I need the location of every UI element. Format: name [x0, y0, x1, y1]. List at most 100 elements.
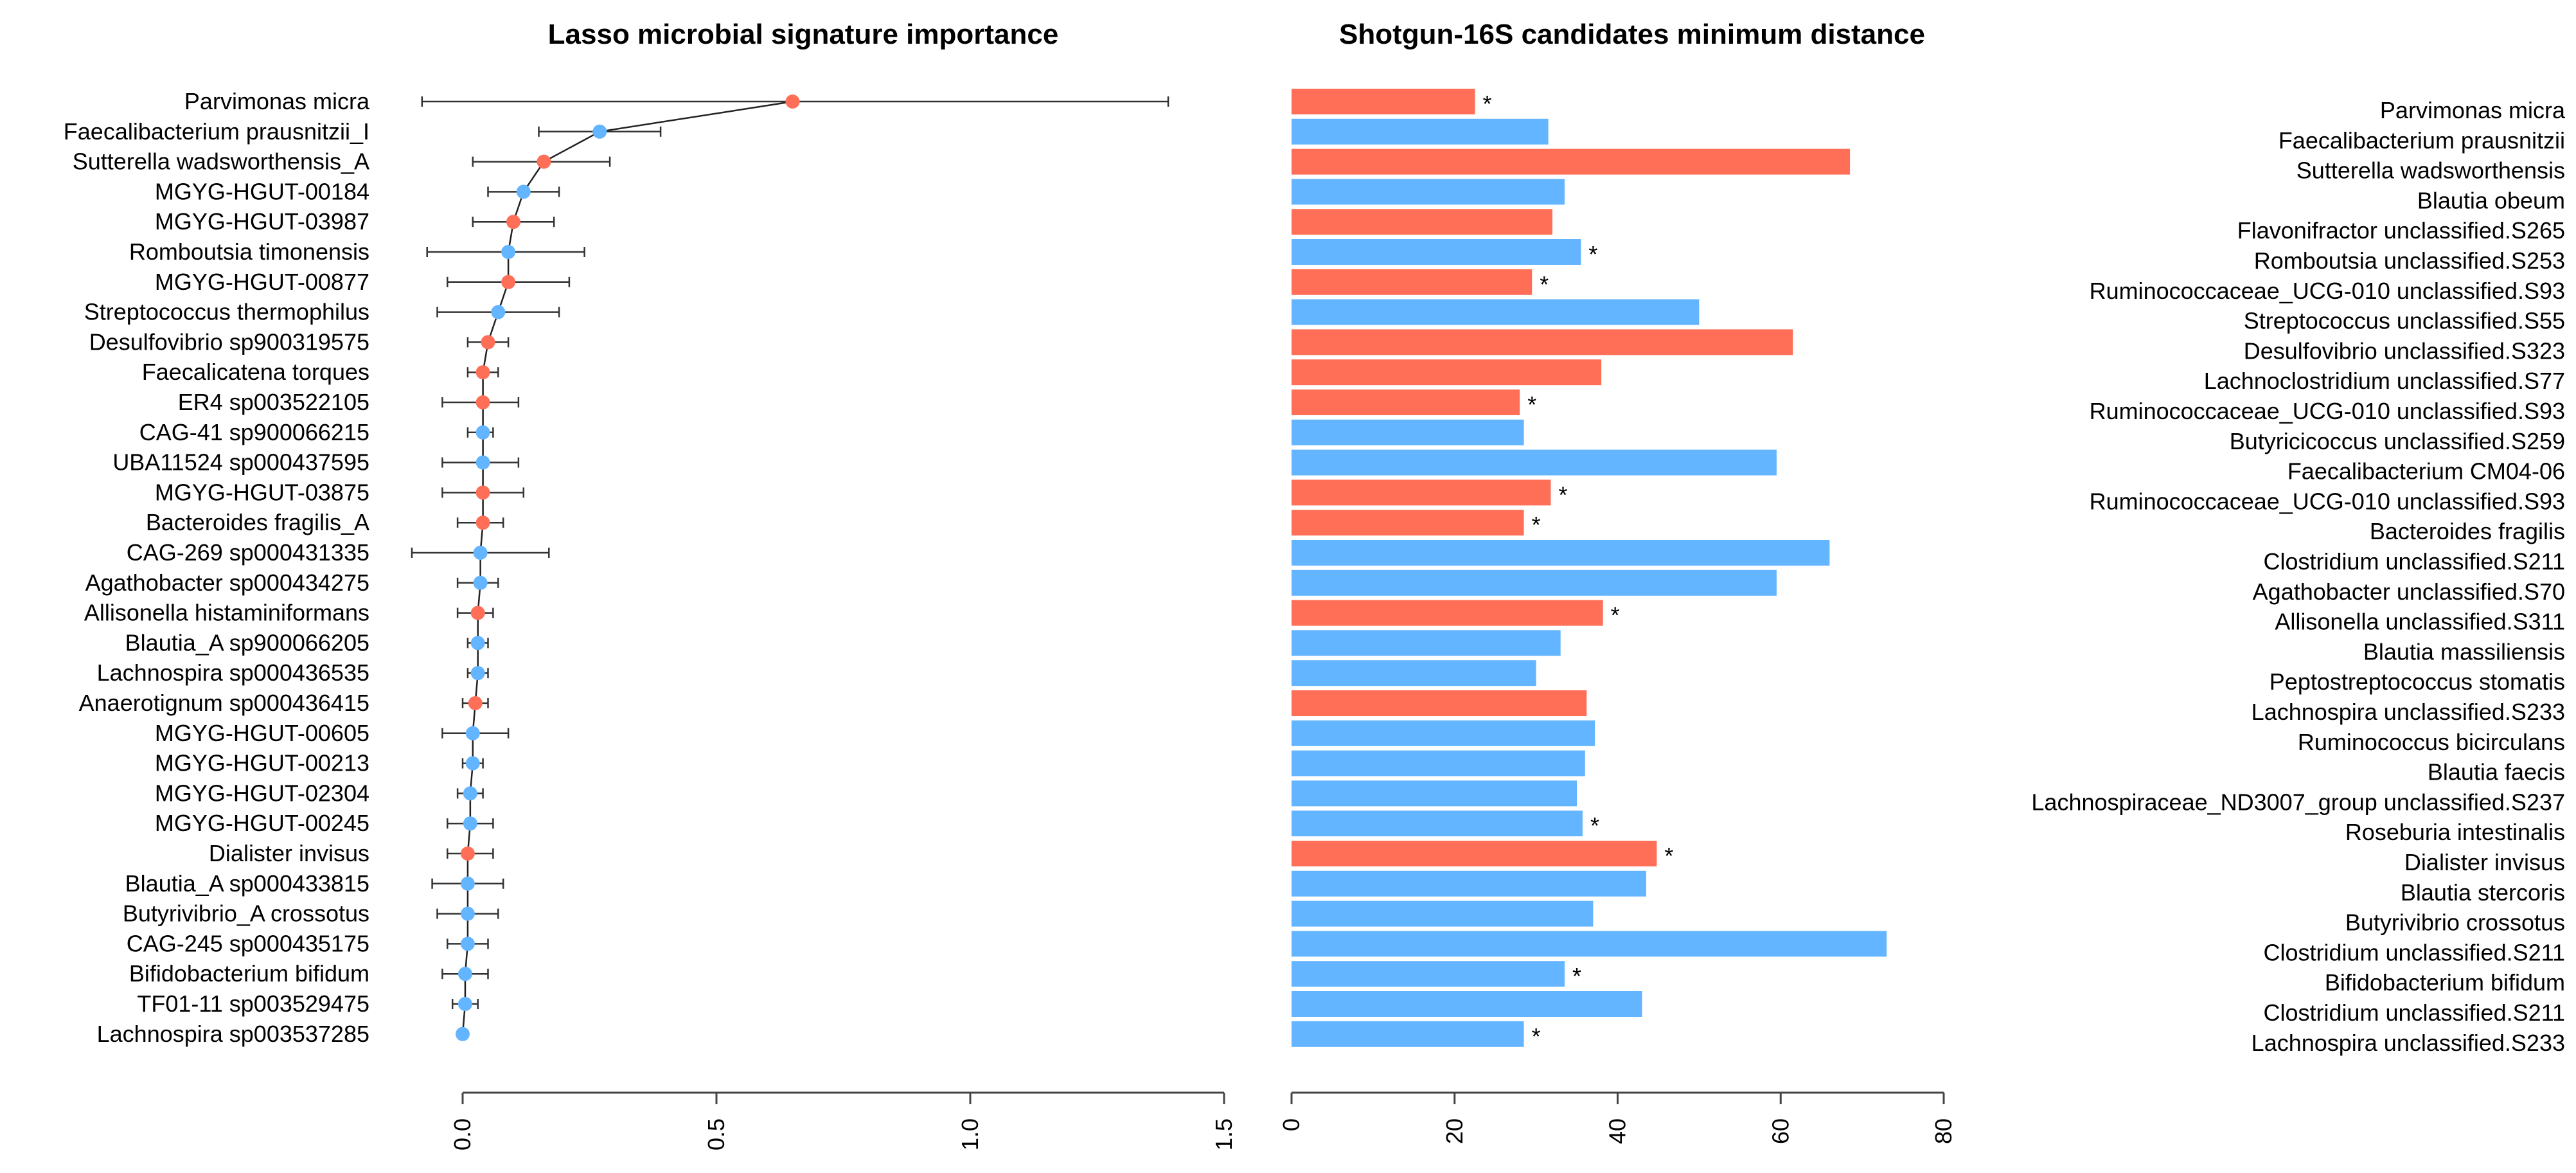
- distance-row-label: Lachnospiraceae_ND3007_group unclassifie…: [2031, 789, 2565, 815]
- distance-bar: [1292, 239, 1581, 265]
- distance-row-label: Sutterella wadsworthensis: [2296, 157, 2565, 184]
- distance-bar-chart: * Parvimonas micra Faecalibacterium prausn…: [1278, 89, 2566, 1144]
- significance-star: *: [1558, 481, 1567, 508]
- importance-point: [465, 726, 480, 740]
- importance-point: [468, 696, 483, 710]
- significance-star: *: [1590, 812, 1599, 839]
- distance-row-label: Ruminococcaceae_UCG-010 unclassified.S93: [2090, 398, 2565, 424]
- distance-bar: [1292, 89, 1475, 114]
- distance-bar: [1292, 660, 1536, 686]
- lasso-row-label: Bifidobacterium bifidum: [129, 960, 369, 987]
- lasso-row-label: MGYG-HGUT-00184: [155, 178, 369, 204]
- lasso-row-label: Lachnospira sp003537285: [97, 1021, 369, 1047]
- distance-bar: [1292, 720, 1595, 746]
- importance-point: [501, 245, 516, 259]
- lasso-row-label: Butyrivibrio_A crossotus: [123, 900, 369, 927]
- lasso-row-label: Sutterella wadsworthensis_A: [73, 148, 369, 175]
- distance-row-label: Clostridium unclassified.S211: [2263, 999, 2565, 1026]
- distance-bar: [1292, 600, 1603, 626]
- x-tick-label: 1.5: [1211, 1118, 1237, 1151]
- distance-row-label: Ruminococcaceae_UCG-010 unclassified.S93: [2090, 488, 2565, 514]
- lasso-row-label: Anaerotignum sp000436415: [79, 690, 369, 716]
- distance-row-label: Romboutsia unclassified.S253: [2254, 247, 2565, 274]
- importance-point: [473, 546, 488, 560]
- importance-point: [457, 967, 472, 981]
- importance-point: [460, 906, 475, 921]
- lasso-row-label: ER4 sp003522105: [178, 389, 369, 415]
- x-tick-label: 0.5: [703, 1118, 729, 1151]
- lasso-row-label: MGYG-HGUT-02304: [155, 780, 369, 806]
- lasso-row-label: CAG-245 sp000435175: [127, 930, 369, 956]
- distance-bar: [1292, 630, 1561, 656]
- distance-row-label: Lachnospira unclassified.S233: [2252, 1030, 2565, 1056]
- distance-bar: [1292, 870, 1646, 897]
- distance-bar: [1292, 540, 1830, 566]
- importance-point: [475, 515, 490, 530]
- importance-point: [785, 94, 800, 109]
- distance-bar: [1292, 991, 1642, 1017]
- distance-row-label: Butyricicoccus unclassified.S259: [2230, 428, 2565, 454]
- distance-bar: [1292, 299, 1700, 325]
- lasso-row-label: MGYG-HGUT-00245: [155, 810, 369, 836]
- lasso-row-label: CAG-41 sp900066215: [139, 419, 369, 445]
- distance-row-label: Desulfovibrio unclassified.S323: [2244, 337, 2565, 364]
- distance-bar: [1292, 449, 1777, 476]
- distance-row-label: Flavonifractor unclassified.S265: [2237, 217, 2565, 244]
- lasso-row-label: MGYG-HGUT-03875: [155, 479, 369, 505]
- distance-bar: [1292, 390, 1520, 415]
- distance-bar: [1292, 269, 1532, 295]
- significance-star: *: [1572, 963, 1581, 989]
- significance-star: *: [1611, 602, 1620, 629]
- importance-trend-line: [461, 100, 793, 1034]
- x-tick-label: 0: [1278, 1118, 1304, 1131]
- x-tick-label: 20: [1441, 1118, 1468, 1144]
- distance-bar: [1292, 179, 1565, 205]
- lasso-row-label: Dialister invisus: [209, 840, 369, 866]
- lasso-row-label: Desulfovibrio sp900319575: [89, 328, 369, 355]
- distance-row-label: Ruminococcaceae_UCG-010 unclassified.S93: [2090, 278, 2565, 304]
- importance-point: [470, 605, 485, 620]
- distance-bar: [1292, 750, 1585, 776]
- distance-bar: [1292, 931, 1887, 957]
- x-tick-label: 40: [1604, 1118, 1631, 1144]
- lasso-row-label: MGYG-HGUT-00605: [155, 720, 369, 746]
- importance-point: [592, 124, 607, 139]
- importance-point: [460, 876, 475, 891]
- importance-point: [457, 997, 472, 1011]
- lasso-row-label: MGYG-HGUT-00877: [155, 269, 369, 295]
- distance-row-label: Blautia obeum: [2417, 187, 2565, 213]
- importance-point: [481, 335, 495, 350]
- distance-row-label: Agathobacter unclassified.S70: [2253, 578, 2565, 605]
- importance-point: [475, 425, 490, 440]
- lasso-row-label: Faecalibacterium prausnitzii_I: [64, 118, 369, 145]
- importance-point: [516, 184, 531, 199]
- distance-bar: [1292, 359, 1602, 386]
- importance-point: [491, 305, 506, 319]
- distance-row-label: Blautia faecis: [2428, 759, 2565, 785]
- importance-point: [463, 816, 477, 831]
- distance-row-label: Allisonella unclassified.S311: [2275, 609, 2565, 635]
- distance-bar: [1292, 569, 1777, 596]
- distance-bar: [1292, 419, 1524, 445]
- importance-point: [501, 274, 516, 289]
- distance-bar: [1292, 479, 1551, 506]
- lasso-row-label: Streptococcus thermophilus: [84, 299, 369, 325]
- distance-bar: [1292, 1021, 1524, 1047]
- lasso-row-label: Agathobacter sp000434275: [85, 569, 369, 596]
- x-tick-label: 60: [1767, 1118, 1793, 1144]
- significance-star: *: [1540, 271, 1549, 298]
- distance-bar: [1292, 148, 1851, 175]
- distance-row-label: Faecalibacterium prausnitzii: [2278, 127, 2565, 154]
- lasso-row-label: Romboutsia timonensis: [129, 238, 369, 265]
- importance-point: [465, 756, 480, 771]
- x-tick-label: 80: [1930, 1118, 1957, 1144]
- lasso-row-label: Allisonella histaminiformans: [84, 600, 369, 626]
- lasso-row-label: UBA11524 sp000437595: [112, 449, 369, 476]
- importance-point: [475, 485, 490, 500]
- distance-row-label: Ruminococcus bicirculans: [2298, 729, 2565, 755]
- distance-row-label: Blautia stercoris: [2401, 879, 2565, 906]
- importance-point: [475, 455, 490, 470]
- distance-bar: [1292, 810, 1583, 837]
- distance-row-label: Clostridium unclassified.S211: [2263, 939, 2565, 965]
